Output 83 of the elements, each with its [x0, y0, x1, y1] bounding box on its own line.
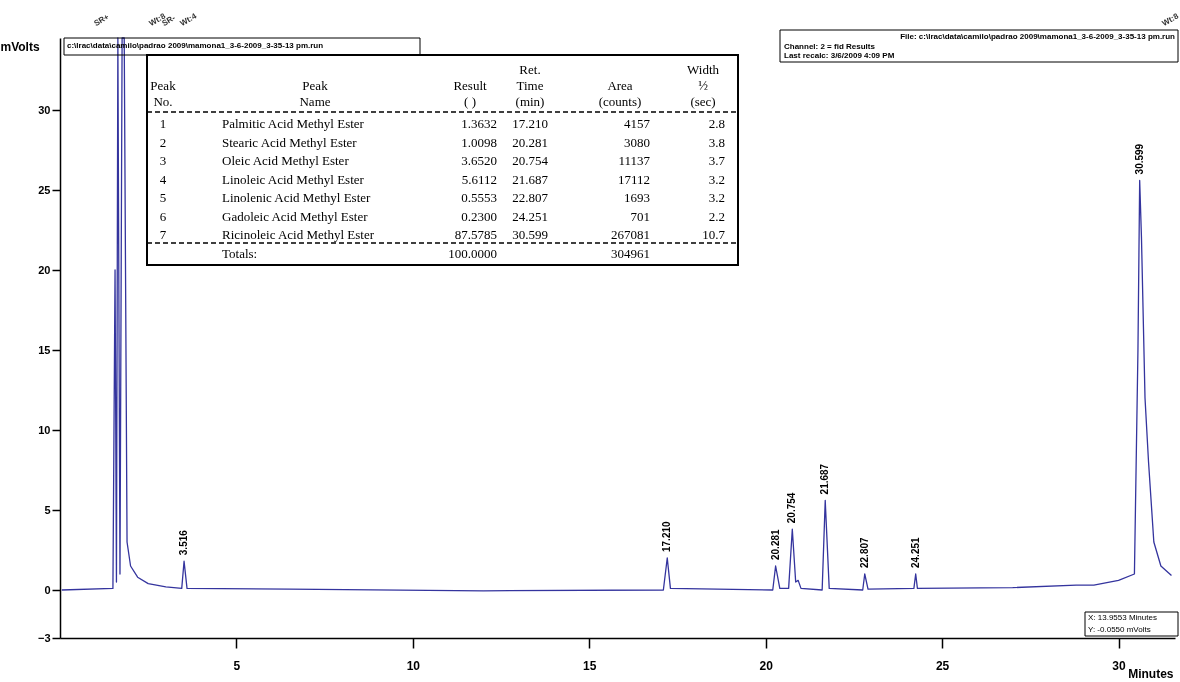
x-tick-label: 20 — [759, 658, 774, 673]
y-tick-label: 5 — [44, 503, 51, 516]
annotation: 701 — [630, 208, 650, 224]
annotation: Peak No. — [150, 78, 177, 109]
x-tick-label: 5 — [233, 658, 241, 673]
annotation: 1.0098 — [461, 134, 497, 150]
annotation: 304961 — [611, 246, 650, 261]
annotation: 0.5553 — [461, 190, 497, 205]
annotation: 3080 — [624, 134, 650, 150]
text: Wt:4 — [178, 11, 199, 28]
annotation: 100.0000 — [448, 246, 497, 261]
y-axis-title: mVolts — [0, 39, 40, 54]
annotation: 5.6112 — [461, 171, 497, 187]
annotation: 3.6520 — [461, 153, 497, 168]
annotation: 21.687 — [512, 171, 549, 187]
y-tick-label: 15 — [38, 343, 51, 356]
annotation: Linoleic Acid Methyl Ester — [222, 171, 365, 187]
annotation: 2 — [159, 134, 167, 150]
annotation: 3.516 — [178, 529, 190, 556]
text: Wt:8 — [1160, 11, 1180, 28]
y-tick-label: 25 — [38, 183, 51, 196]
x-axis-title: Minutes — [1128, 666, 1174, 681]
annotation: 4 — [159, 171, 167, 187]
annotation: 17112 — [617, 171, 650, 187]
annotation: 7 — [159, 227, 167, 242]
annotation: 3.8 — [708, 134, 725, 150]
annotation: 4157 — [624, 116, 651, 131]
x-tick-label: 25 — [935, 658, 950, 673]
annotation: Result ( ) — [453, 78, 487, 109]
text: SR+ — [92, 12, 111, 28]
annotation: 3.7 — [708, 153, 726, 168]
y-tick-label: 0 — [44, 583, 51, 596]
annotation: 3.2 — [708, 190, 725, 205]
x-tick-label: 30 — [1112, 658, 1127, 673]
annotation: Totals: — [222, 246, 258, 261]
annotation: 2.2 — [708, 208, 725, 224]
annotation: 3 — [159, 153, 167, 168]
annotation: File: c:\lrac\data\camilo\padrao 2009\mamona1_3-6-2009_3-35-13 pm.run — [900, 32, 1176, 41]
annotation: 22.807 — [858, 536, 870, 568]
annotation: 1.3632 — [461, 116, 497, 131]
annotation: 20.754 — [786, 492, 798, 524]
annotation: 20.281 — [769, 528, 781, 560]
y-tick-label: 30 — [38, 103, 51, 116]
annotation: 21.687 — [819, 463, 831, 495]
annotation: X: 13.9553 Minutes — [1088, 613, 1157, 622]
annotation: Oleic Acid Methyl Ester — [222, 153, 350, 168]
annotation: 87.5785 — [454, 227, 497, 242]
annotation: 5 — [159, 190, 167, 205]
y-tick-label: 20 — [38, 263, 51, 276]
annotation: 2.8 — [708, 116, 725, 131]
annotation: Y: -0.0550 mVolts — [1088, 625, 1151, 634]
annotation: 1693 — [624, 190, 650, 205]
annotation: Channel: 2 = fid Results — [784, 42, 876, 51]
annotation: 30.599 — [1133, 143, 1145, 175]
annotation: 20.281 — [512, 134, 548, 150]
annotation: 22.807 — [512, 190, 549, 205]
annotation: 17.210 — [661, 520, 673, 552]
annotation: 267081 — [611, 227, 650, 242]
annotation: Gadoleic Acid Methyl Ester — [222, 208, 369, 224]
annotation: 6 — [159, 208, 167, 224]
annotation: 20.754 — [512, 153, 549, 168]
annotation: 10.7 — [702, 227, 726, 242]
annotation: Ret. Time (min) — [515, 62, 545, 109]
annotation: 11137 — [618, 153, 651, 168]
annotation: 0.2300 — [461, 208, 497, 224]
annotation: 24.251 — [512, 208, 548, 224]
annotation: 17.210 — [512, 116, 548, 131]
annotation: 30.599 — [512, 227, 548, 242]
annotation: Last recalc: 3/6/2009 4:09 PM — [784, 51, 895, 60]
annotation: Area (counts) — [598, 78, 642, 109]
annotation: Ricinoleic Acid Methyl Ester — [222, 227, 375, 242]
x-tick-label: 15 — [583, 658, 597, 673]
annotation: Palmitic Acid Methyl Ester — [222, 116, 365, 131]
y-tick-label: 10 — [38, 423, 51, 436]
annotation: Linolenic Acid Methyl Ester — [222, 190, 372, 205]
annotation: Stearic Acid Methyl Ester — [222, 134, 358, 150]
annotation: 3.2 — [708, 171, 725, 187]
y-tick-label: −3 — [37, 631, 51, 644]
annotation: Width ½ (sec) — [687, 62, 720, 109]
x-tick-label: 10 — [406, 658, 421, 673]
annotation: 24.251 — [909, 536, 921, 568]
annotation: 1 — [159, 116, 167, 131]
annotation: Peak Name — [299, 78, 331, 109]
